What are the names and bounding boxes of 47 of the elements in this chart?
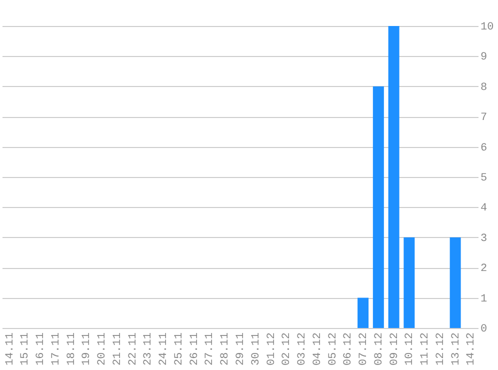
x-tick-label: 12.12 — [434, 332, 447, 366]
x-tick-label: 26.11 — [188, 332, 201, 366]
y-tick-label: 4 — [480, 202, 488, 215]
y-tick-label: 6 — [480, 142, 488, 154]
x-tick-label: 22.11 — [127, 332, 140, 366]
x-tick-label: 01.12 — [266, 332, 278, 366]
bar — [388, 26, 400, 328]
bar — [358, 298, 369, 328]
x-tick-label: 28.11 — [220, 332, 232, 366]
y-tick-label: 0 — [480, 324, 488, 336]
x-tick-label: 16.11 — [35, 332, 48, 366]
y-tick-label: 9 — [480, 52, 488, 64]
x-tick-label: 21.11 — [112, 332, 124, 366]
x-tick-label: 30.11 — [250, 332, 262, 366]
bar — [450, 237, 461, 328]
x-tick-label: 29.11 — [235, 332, 247, 366]
x-tick-label: 20.11 — [96, 332, 109, 366]
x-tick-label: 06.12 — [342, 332, 355, 366]
x-tick-label: 27.11 — [204, 332, 216, 366]
x-tick-label: 11.12 — [420, 332, 432, 366]
y-tick-label: 1 — [480, 293, 488, 306]
bar — [372, 86, 384, 328]
x-tick-label: 04.12 — [312, 332, 324, 366]
x-tick-label: 09.12 — [388, 332, 401, 366]
x-tick-label: 07.12 — [358, 332, 370, 366]
bar — [404, 237, 415, 328]
y-tick-label: 8 — [480, 82, 488, 94]
x-tick-label: 14.11 — [4, 332, 16, 366]
x-tick-label: 08.12 — [373, 332, 386, 366]
x-tick-label: 18.11 — [66, 332, 78, 366]
y-tick-label: 10 — [480, 22, 494, 34]
x-tick-label: 19.11 — [81, 332, 94, 366]
y-tick-label: 3 — [480, 232, 488, 245]
x-tick-label: 03.12 — [296, 332, 309, 366]
y-tick-label: 5 — [480, 172, 488, 184]
x-tick-label: 23.11 — [142, 332, 155, 366]
y-tick-label: 2 — [480, 263, 488, 276]
x-tick-label: 15.11 — [20, 332, 32, 366]
x-tick-label: 25.11 — [173, 332, 186, 366]
x-tick-label: 13.12 — [450, 332, 462, 366]
x-tick-label: 05.12 — [327, 332, 340, 366]
x-tick-label: 24.11 — [158, 332, 170, 366]
x-tick-label: 14.12 — [466, 332, 478, 366]
x-tick-label: 17.11 — [50, 332, 62, 366]
x-tick-label: 10.12 — [404, 332, 416, 366]
y-tick-label: 7 — [480, 112, 488, 124]
x-tick-label: 02.12 — [281, 332, 294, 366]
